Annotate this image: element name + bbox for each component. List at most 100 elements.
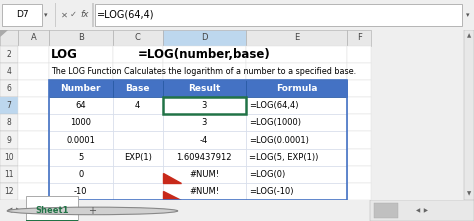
Bar: [18, 114, 49, 131]
Bar: [0, 97, 18, 114]
Bar: [49, 97, 113, 114]
Text: ✓: ✓: [70, 10, 77, 19]
Bar: [26, 219, 78, 221]
Text: LOG: LOG: [51, 48, 78, 61]
Text: =LOG(number,base): =LOG(number,base): [137, 48, 271, 61]
Bar: [113, 114, 163, 131]
Bar: [49, 166, 113, 183]
Text: #NUM!: #NUM!: [189, 170, 219, 179]
Bar: [18, 63, 49, 80]
Bar: [347, 149, 371, 166]
Bar: [113, 80, 163, 97]
Bar: [347, 80, 371, 97]
Bar: [246, 131, 347, 149]
Bar: [163, 30, 246, 46]
Bar: [464, 30, 474, 200]
Bar: [163, 166, 246, 183]
Bar: [49, 183, 113, 200]
Bar: [113, 97, 163, 114]
Bar: [347, 63, 371, 80]
Text: E: E: [294, 33, 299, 42]
Bar: [246, 80, 347, 97]
Bar: [246, 131, 347, 149]
Bar: [163, 63, 246, 80]
Text: ◀: ◀: [7, 208, 12, 213]
Bar: [113, 30, 163, 46]
Bar: [246, 183, 347, 200]
Bar: [49, 80, 113, 97]
Bar: [246, 149, 347, 166]
Bar: [18, 166, 49, 183]
Bar: [18, 80, 49, 97]
Bar: [49, 30, 113, 46]
Bar: [0, 131, 18, 149]
Text: -10: -10: [74, 187, 88, 196]
Bar: [246, 46, 347, 63]
Text: =LOG(64,4): =LOG(64,4): [249, 101, 298, 110]
Bar: [2, 4, 42, 26]
Bar: [49, 80, 113, 97]
Polygon shape: [163, 173, 181, 183]
Text: =LOG(0.0001): =LOG(0.0001): [249, 135, 309, 145]
Text: Result: Result: [188, 84, 220, 93]
Text: ▾: ▾: [466, 12, 470, 18]
Bar: [246, 114, 347, 131]
Bar: [347, 114, 371, 131]
Bar: [246, 97, 347, 114]
Text: #NUM!: #NUM!: [189, 187, 219, 196]
Polygon shape: [0, 30, 7, 36]
Bar: [113, 63, 163, 80]
Bar: [55, 3, 56, 27]
Text: 0.0001: 0.0001: [66, 135, 95, 145]
Bar: [246, 166, 347, 183]
Text: =LOG(64,4): =LOG(64,4): [97, 10, 154, 20]
Bar: [0, 166, 18, 183]
Text: 12: 12: [4, 187, 14, 196]
Bar: [18, 183, 49, 200]
Bar: [163, 131, 246, 149]
Text: D: D: [201, 33, 207, 42]
Text: 10: 10: [4, 153, 14, 162]
Text: ▾: ▾: [44, 12, 48, 18]
Bar: [113, 46, 163, 63]
Bar: [113, 114, 163, 131]
Text: ▶: ▶: [16, 208, 22, 213]
Bar: [49, 63, 113, 80]
Bar: [49, 114, 113, 131]
Bar: [49, 149, 113, 166]
Bar: [163, 149, 246, 166]
Text: A: A: [30, 33, 36, 42]
Text: C: C: [135, 33, 141, 42]
Text: 11: 11: [4, 170, 14, 179]
Bar: [370, 200, 474, 221]
Bar: [49, 131, 113, 149]
Text: ◀  ▶: ◀ ▶: [416, 208, 428, 213]
Bar: [49, 114, 113, 131]
Bar: [347, 97, 371, 114]
Bar: [49, 149, 113, 166]
Text: 7: 7: [7, 101, 11, 110]
Text: 3: 3: [201, 101, 207, 110]
Bar: [49, 97, 113, 114]
Text: =LOG(1000): =LOG(1000): [249, 118, 301, 127]
Bar: [347, 166, 371, 183]
Bar: [18, 46, 49, 63]
Text: ✕: ✕: [61, 10, 67, 19]
Bar: [113, 166, 163, 183]
Bar: [347, 30, 371, 46]
Bar: [163, 183, 246, 200]
Text: 4: 4: [135, 101, 140, 110]
Text: Base: Base: [126, 84, 150, 93]
Bar: [18, 149, 49, 166]
Bar: [246, 166, 347, 183]
Text: ▼: ▼: [467, 192, 471, 197]
Bar: [113, 149, 163, 166]
Bar: [92, 3, 94, 27]
Bar: [163, 97, 246, 114]
Text: -4: -4: [200, 135, 208, 145]
Text: Sheet1: Sheet1: [36, 206, 69, 215]
Bar: [246, 114, 347, 131]
Text: D: D: [52, 210, 53, 211]
Text: F: F: [357, 33, 362, 42]
Bar: [0, 30, 18, 46]
